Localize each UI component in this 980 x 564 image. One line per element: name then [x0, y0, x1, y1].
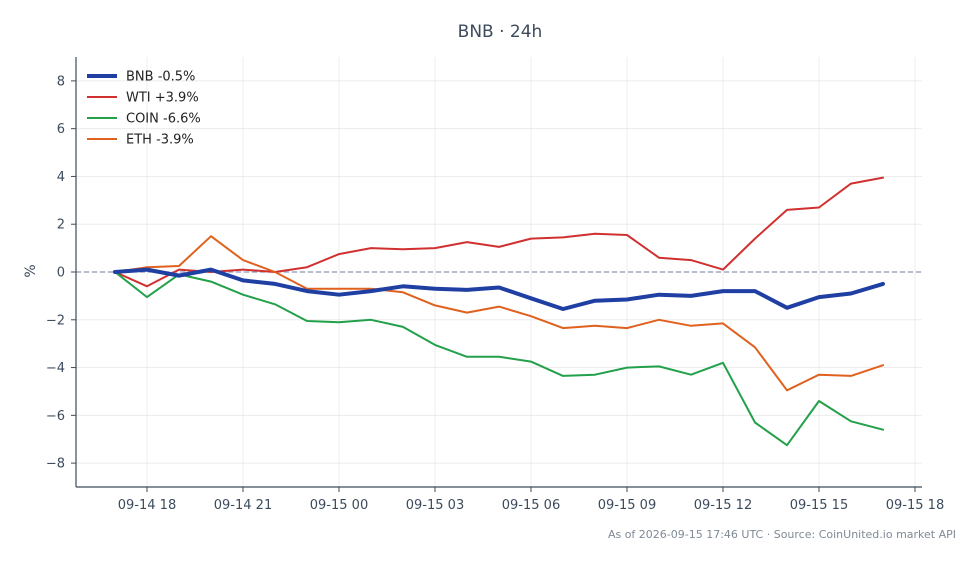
series-line-coin: [114, 271, 884, 447]
x-tick-label: 09-15 09: [598, 498, 656, 513]
x-tick-label: 09-15 18: [886, 498, 944, 513]
x-tick-label: 09-15 12: [694, 498, 752, 513]
legend: BNB -0.5% WTI +3.9% COIN -6.6% ETH -3.9%: [87, 70, 201, 148]
legend-label-eth: ETH -3.9%: [126, 133, 194, 148]
y-tick-label: −8: [46, 457, 65, 472]
series-line-eth: [114, 235, 884, 392]
x-tick-label: 09-14 21: [214, 498, 272, 513]
y-tick-label: −2: [46, 313, 65, 328]
y-tick-label: 6: [57, 122, 65, 137]
legend-label-coin: COIN -6.6%: [126, 112, 201, 127]
x-tick-label: 09-14 18: [118, 498, 176, 513]
y-tick-label: 8: [57, 74, 65, 89]
legend-label-bnb: BNB -0.5%: [126, 70, 195, 85]
legend-label-wti: WTI +3.9%: [126, 91, 199, 106]
y-tick-label: −4: [46, 361, 65, 376]
x-tick-label: 09-15 06: [502, 498, 560, 513]
series-line-bnb: [113, 267, 885, 311]
y-tick-label: 4: [57, 170, 65, 185]
x-tick-labels: 09-14 18 09-14 21 09-15 00 09-15 03 09-15 06…: [118, 487, 944, 513]
x-tick-label: 09-15 00: [310, 498, 368, 513]
series-lines: [113, 176, 885, 447]
y-tick-label: −6: [46, 409, 65, 424]
y-axis-label: %: [23, 264, 39, 277]
series-line-wti: [114, 176, 884, 288]
y-tick-label: 0: [57, 266, 65, 281]
x-tick-label: 09-15 15: [790, 498, 848, 513]
y-tick-label: 2: [57, 218, 65, 233]
source-footer: As of 2026-09-15 17:46 UTC · Source: Coi…: [608, 528, 956, 541]
chart-title: BNB · 24h: [458, 22, 543, 42]
grid: [76, 57, 922, 487]
x-tick-label: 09-15 03: [406, 498, 464, 513]
y-tick-labels: −8 −6 −4 −2 0 2 4 6 8: [46, 74, 76, 472]
